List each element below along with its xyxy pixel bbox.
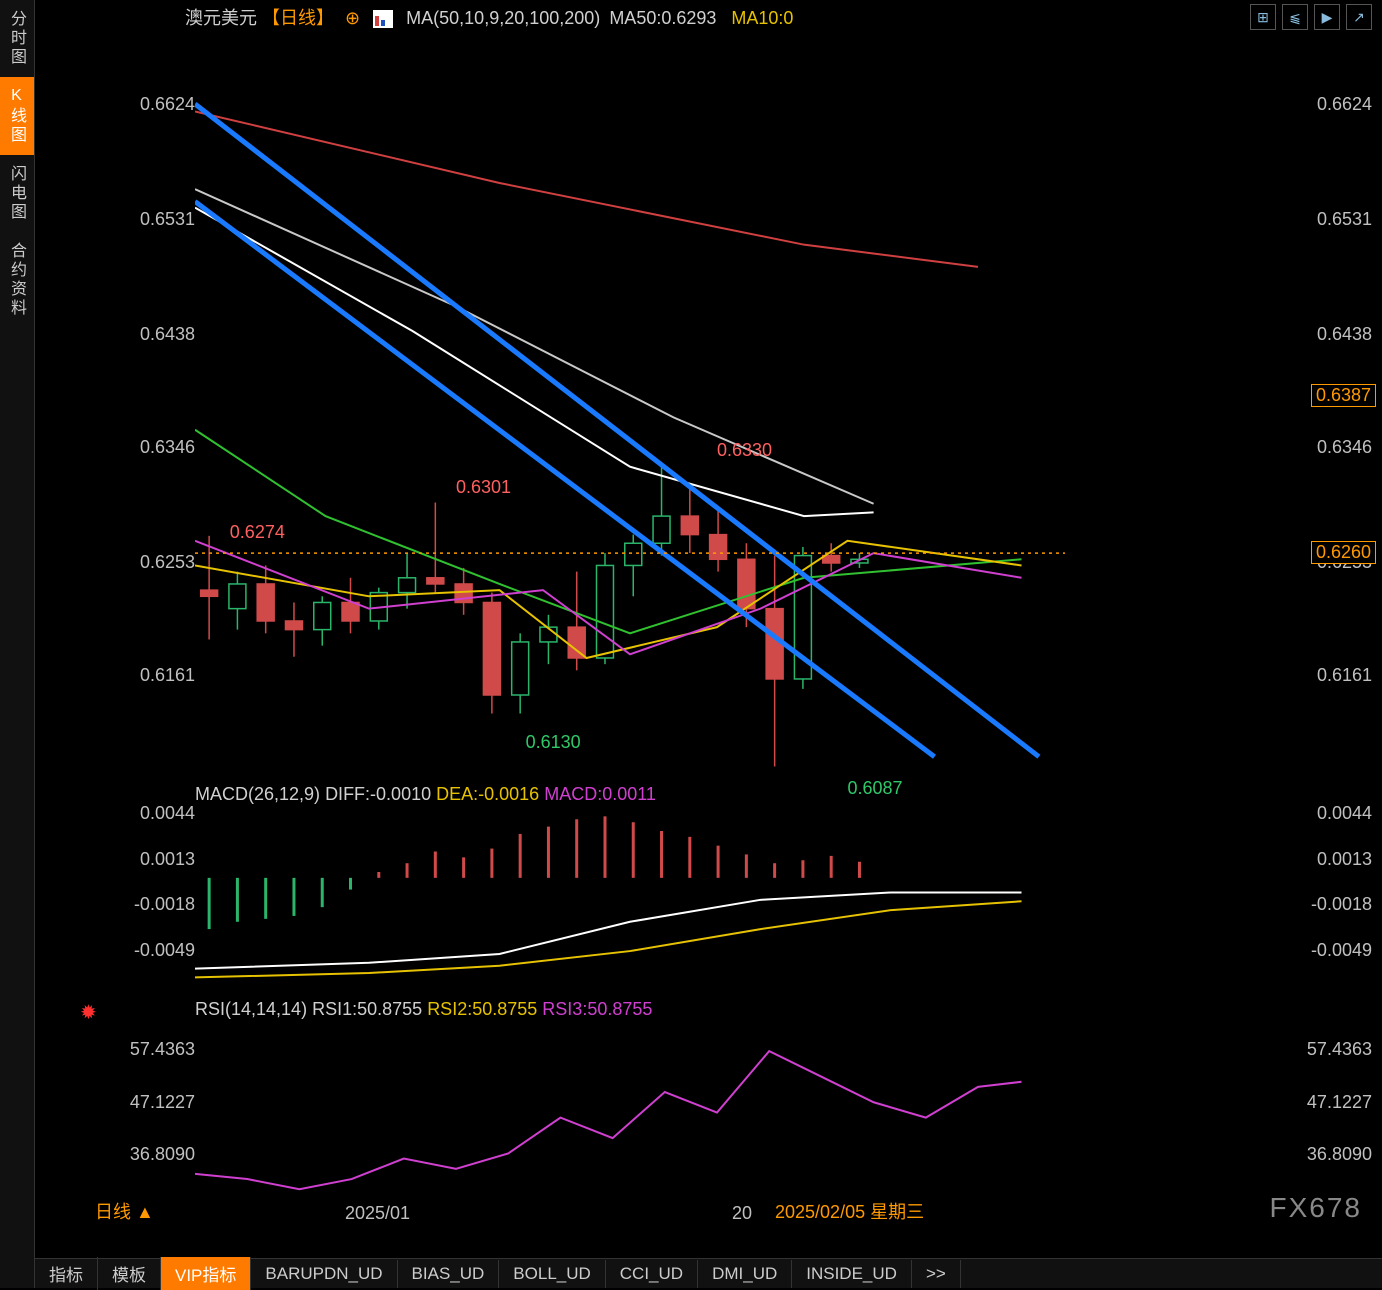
- y-tick: 57.4363: [1272, 1039, 1372, 1060]
- bottom-tab-VIP指标[interactable]: VIP指标: [161, 1257, 251, 1290]
- rsi-title: RSI(14,14,14) RSI1:50.8755 RSI2:50.8755 …: [195, 999, 652, 1020]
- bottom-tab-BOLL_UD[interactable]: BOLL_UD: [499, 1260, 605, 1288]
- indicator-mini-icon[interactable]: [373, 10, 393, 28]
- tool-icon-2[interactable]: ▶: [1314, 4, 1340, 30]
- y-tick: 0.6438: [95, 324, 195, 345]
- y-tick: 57.4363: [95, 1039, 195, 1060]
- date-tick: 2025/01: [345, 1203, 410, 1224]
- ma10-value: MA10:0: [731, 8, 793, 28]
- rsi-chart[interactable]: [195, 1005, 1065, 1220]
- sidebar-kline-chart[interactable]: K线图: [0, 77, 34, 155]
- bottom-tab-指标[interactable]: 指标: [35, 1257, 98, 1290]
- price-box: 0.6387: [1311, 384, 1376, 407]
- y-tick: 36.8090: [1272, 1144, 1372, 1165]
- y-tick: -0.0018: [1272, 894, 1372, 915]
- y-tick: 0.0044: [1272, 803, 1372, 824]
- bottom-tab-DMI_UD[interactable]: DMI_UD: [698, 1260, 792, 1288]
- macd-chart[interactable]: [195, 790, 1065, 995]
- toolbar-icons: ⊞⫹▶↗: [1250, 4, 1372, 30]
- current-date: 2025/02/05 星期三: [775, 1198, 924, 1224]
- y-tick: 0.0013: [95, 849, 195, 870]
- y-tick: 47.1227: [1272, 1092, 1372, 1113]
- price-annotation: 0.6330: [717, 440, 772, 461]
- symbol-name: 澳元美元: [185, 8, 257, 28]
- ma-params-label: MA(50,10,9,20,100,200): [406, 8, 600, 28]
- y-tick: -0.0049: [1272, 940, 1372, 961]
- price-chart[interactable]: [195, 30, 1065, 790]
- date-tick: 20: [732, 1203, 752, 1224]
- y-tick: -0.0018: [95, 894, 195, 915]
- y-tick: 0.6346: [1272, 437, 1372, 458]
- timeframe-tag: 【日线】: [262, 8, 334, 28]
- sun-decoration-icon: ✹: [80, 1000, 97, 1025]
- tool-icon-3[interactable]: ↗: [1346, 4, 1372, 30]
- left-sidebar: 分时图K线图闪电图合约资料: [0, 0, 35, 1288]
- y-tick: 0.6438: [1272, 324, 1372, 345]
- bottom-tab-BIAS_UD[interactable]: BIAS_UD: [398, 1260, 500, 1288]
- bottom-tab-BARUPDN_UD[interactable]: BARUPDN_UD: [251, 1260, 397, 1288]
- tool-icon-0[interactable]: ⊞: [1250, 4, 1276, 30]
- y-tick: 0.6253: [95, 552, 195, 573]
- y-tick: 0.0044: [95, 803, 195, 824]
- watermark: FX678: [1270, 1192, 1363, 1224]
- bottom-tab-bar: 指标模板VIP指标BARUPDN_UDBIAS_UDBOLL_UDCCI_UDD…: [35, 1258, 1382, 1288]
- bottom-tab->>[interactable]: >>: [912, 1260, 961, 1288]
- y-tick: 47.1227: [95, 1092, 195, 1113]
- y-tick: 0.6161: [1272, 665, 1372, 686]
- y-tick: 0.6346: [95, 437, 195, 458]
- timeframe-footer[interactable]: 日线 ▲: [95, 1198, 154, 1224]
- bottom-tab-CCI_UD[interactable]: CCI_UD: [606, 1260, 698, 1288]
- tool-icon-1[interactable]: ⫹: [1282, 4, 1308, 30]
- price-box: 0.6260: [1311, 541, 1376, 564]
- bottom-tab-模板[interactable]: 模板: [98, 1257, 161, 1290]
- sidebar-contract-info[interactable]: 合约资料: [0, 232, 34, 328]
- price-annotation: 0.6301: [456, 477, 511, 498]
- y-tick: 0.6531: [1272, 209, 1372, 230]
- macd-title: MACD(26,12,9) DIFF:-0.0010 DEA:-0.0016 M…: [195, 784, 656, 805]
- y-tick: 36.8090: [95, 1144, 195, 1165]
- price-annotation: 0.6274: [230, 522, 285, 543]
- crosshair-icon[interactable]: ⊕: [345, 8, 360, 28]
- y-tick: 0.6624: [95, 94, 195, 115]
- y-tick: -0.0049: [95, 940, 195, 961]
- sidebar-flash-chart[interactable]: 闪电图: [0, 155, 34, 232]
- y-tick: 0.6531: [95, 209, 195, 230]
- price-annotation: 0.6087: [848, 778, 903, 799]
- y-tick: 0.6161: [95, 665, 195, 686]
- chart-area: 澳元美元 【日线】 ⊕ MA(50,10,9,20,100,200) MA50:…: [35, 0, 1382, 1258]
- chart-header: 澳元美元 【日线】 ⊕ MA(50,10,9,20,100,200) MA50:…: [185, 4, 793, 30]
- price-annotation: 0.6130: [526, 732, 581, 753]
- y-tick: 0.6624: [1272, 94, 1372, 115]
- sidebar-minute-chart[interactable]: 分时图: [0, 0, 34, 77]
- ma50-value: MA50:0.6293: [609, 8, 716, 28]
- bottom-tab-INSIDE_UD[interactable]: INSIDE_UD: [792, 1260, 912, 1288]
- y-tick: 0.0013: [1272, 849, 1372, 870]
